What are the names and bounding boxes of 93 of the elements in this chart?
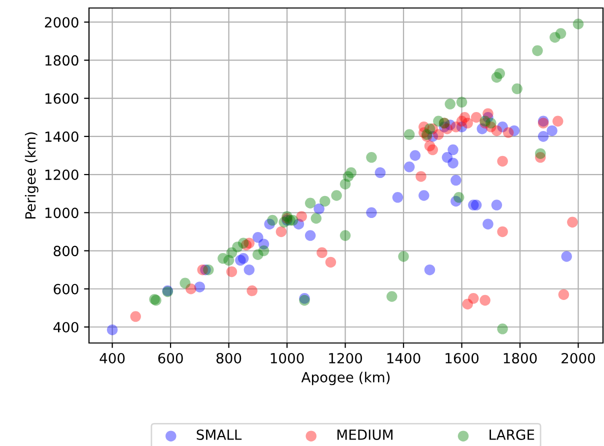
point	[480, 294, 490, 306]
point	[453, 192, 464, 203]
point	[374, 167, 386, 178]
point	[246, 285, 258, 296]
point	[497, 226, 508, 238]
point	[203, 264, 214, 276]
point	[546, 125, 558, 136]
point	[456, 96, 468, 108]
y-tick-label: 800	[54, 246, 78, 256]
x-tick-label: 1000	[270, 352, 304, 364]
y-tick-label: 400	[53, 322, 78, 332]
point	[340, 230, 351, 241]
point	[180, 278, 190, 289]
point	[444, 98, 456, 110]
point	[416, 171, 426, 182]
point	[287, 214, 298, 226]
y-tick-label: 2000	[44, 17, 78, 28]
x-tick-label: 1400	[387, 352, 420, 364]
point	[427, 144, 438, 156]
x-tick-label: 600	[158, 352, 183, 364]
point	[459, 112, 470, 123]
point	[238, 253, 249, 264]
y-tick-label: 1400	[45, 131, 78, 142]
point	[470, 200, 482, 210]
point	[448, 144, 458, 156]
point	[448, 158, 458, 168]
point	[555, 28, 566, 39]
point	[296, 211, 307, 222]
point	[538, 131, 549, 142]
point	[410, 150, 421, 161]
point	[314, 203, 324, 214]
point	[226, 266, 238, 278]
x-tick-label: 1600	[446, 352, 479, 364]
x-tick-label: 1200	[329, 352, 362, 364]
y-axis-title: Perigee (km)	[24, 132, 38, 218]
point	[366, 152, 377, 163]
point	[320, 196, 330, 207]
point	[424, 264, 436, 276]
legend-label: SMALL	[196, 429, 242, 440]
point	[244, 264, 255, 276]
x-tick-label: 800	[216, 352, 242, 364]
point	[398, 251, 409, 262]
point	[491, 200, 502, 210]
point	[106, 324, 118, 336]
point	[497, 156, 508, 167]
point	[494, 68, 505, 79]
y-tick-label: 1600	[45, 93, 78, 104]
point	[331, 190, 342, 201]
point	[532, 45, 543, 56]
x-tick-label: 1800	[504, 352, 537, 364]
point	[267, 214, 278, 226]
point	[304, 198, 316, 209]
point	[276, 226, 287, 238]
point	[450, 174, 462, 186]
point	[130, 311, 141, 322]
point	[316, 247, 328, 258]
x-tick-label: 2000	[562, 352, 595, 364]
point	[366, 207, 377, 218]
point	[424, 123, 436, 134]
point	[572, 18, 584, 30]
point	[310, 212, 322, 224]
point	[535, 148, 546, 159]
legend-label: LARGE	[490, 429, 534, 440]
point	[502, 127, 514, 138]
y-tick-label: 600	[54, 284, 78, 294]
point	[552, 116, 564, 127]
point	[392, 192, 404, 203]
y-tick-label: 1200	[45, 170, 78, 180]
point	[497, 324, 508, 334]
point	[561, 251, 572, 262]
point	[567, 216, 578, 228]
point	[386, 291, 398, 302]
point	[238, 238, 249, 249]
point	[404, 162, 415, 172]
point	[194, 282, 206, 292]
y-tick-label: 1000	[45, 208, 78, 218]
point	[470, 112, 482, 123]
point	[258, 245, 270, 256]
point	[482, 218, 494, 230]
x-tick-label: 400	[100, 352, 125, 364]
point	[418, 190, 430, 201]
point	[512, 83, 522, 94]
point	[325, 256, 336, 268]
point	[468, 293, 479, 304]
point	[346, 167, 356, 178]
x-axis-title: Apogee (km)	[301, 372, 390, 386]
point	[304, 230, 316, 241]
point	[491, 125, 502, 136]
point	[486, 118, 496, 128]
y-tick-label: 1800	[45, 55, 78, 66]
point	[404, 129, 415, 140]
legend-label: MEDIUM	[337, 430, 392, 440]
point	[558, 289, 570, 300]
